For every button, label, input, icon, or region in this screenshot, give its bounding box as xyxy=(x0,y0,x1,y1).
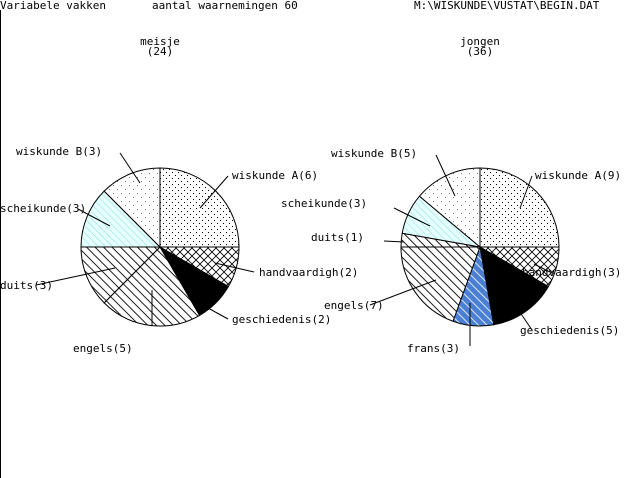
slice-label: scheikunde(3) xyxy=(281,197,367,210)
pie-slice-wiskunde-b xyxy=(103,167,161,249)
leader-line xyxy=(77,208,111,227)
leader-line xyxy=(369,279,437,306)
pie-slice-engels xyxy=(103,246,201,327)
leader-line xyxy=(119,152,141,184)
pie-title-meisje: meisje xyxy=(140,35,180,48)
slice-label: wiskunde B(3) xyxy=(16,145,102,158)
leader-line xyxy=(514,304,533,331)
header-variable-title: Variabele vakken xyxy=(0,0,106,12)
header-observation-count: aantal waarnemingen 60 xyxy=(152,0,298,12)
slice-label: scheikunde(3) xyxy=(0,202,86,215)
pie-slice-wiskunde-a xyxy=(159,167,240,248)
slice-label: wiskunde B(5) xyxy=(331,147,417,160)
leader-line xyxy=(199,175,229,209)
slice-label: handvaardigh(3) xyxy=(522,266,621,279)
pie-title-jongen: jongen xyxy=(460,35,500,48)
pie-subtitle-meisje: (24) xyxy=(147,45,174,58)
pie-slice-wiskunde-a xyxy=(479,167,560,248)
pie-slice-wiskunde-b xyxy=(418,167,481,249)
pie-slice-engels xyxy=(400,246,481,322)
pie-meisje: wiskunde A(6) handvaardigh(2) geschiedenis… xyxy=(0,145,358,355)
leader-line xyxy=(35,267,116,286)
slice-label: duits(1) xyxy=(311,231,364,244)
leader-line xyxy=(533,263,551,273)
leader-line xyxy=(383,240,405,243)
slice-label: wiskunde A(9) xyxy=(535,169,621,182)
leader-line xyxy=(214,262,255,273)
slice-label: frans(3) xyxy=(407,342,460,355)
slice-label: geschiedenis(5) xyxy=(520,324,619,337)
slice-label: duits(3) xyxy=(0,279,53,292)
leader-line xyxy=(519,175,533,209)
pie-subtitle-jongen: (36) xyxy=(467,45,494,58)
leader-line xyxy=(207,307,229,320)
header-file-path: M:\WISKUNDE\VUSTAT\BEGIN.DAT xyxy=(414,0,600,12)
slice-label: geschiedenis(2) xyxy=(232,313,331,326)
pie-jongen: wiskunde A(9) handvaardigh(3) geschiedenis… xyxy=(281,147,621,355)
pie-slice-geschiedenis xyxy=(479,246,550,326)
leader-line xyxy=(435,154,456,197)
slice-label: engels(7) xyxy=(324,299,384,312)
slice-label: wiskunde A(6) xyxy=(232,169,318,182)
slice-label: handvaardigh(2) xyxy=(259,266,358,279)
pie-slice-duits xyxy=(80,246,162,304)
pie-slice-scheikunde xyxy=(80,190,162,248)
leader-line xyxy=(393,207,431,227)
slice-label: engels(5) xyxy=(73,342,133,355)
